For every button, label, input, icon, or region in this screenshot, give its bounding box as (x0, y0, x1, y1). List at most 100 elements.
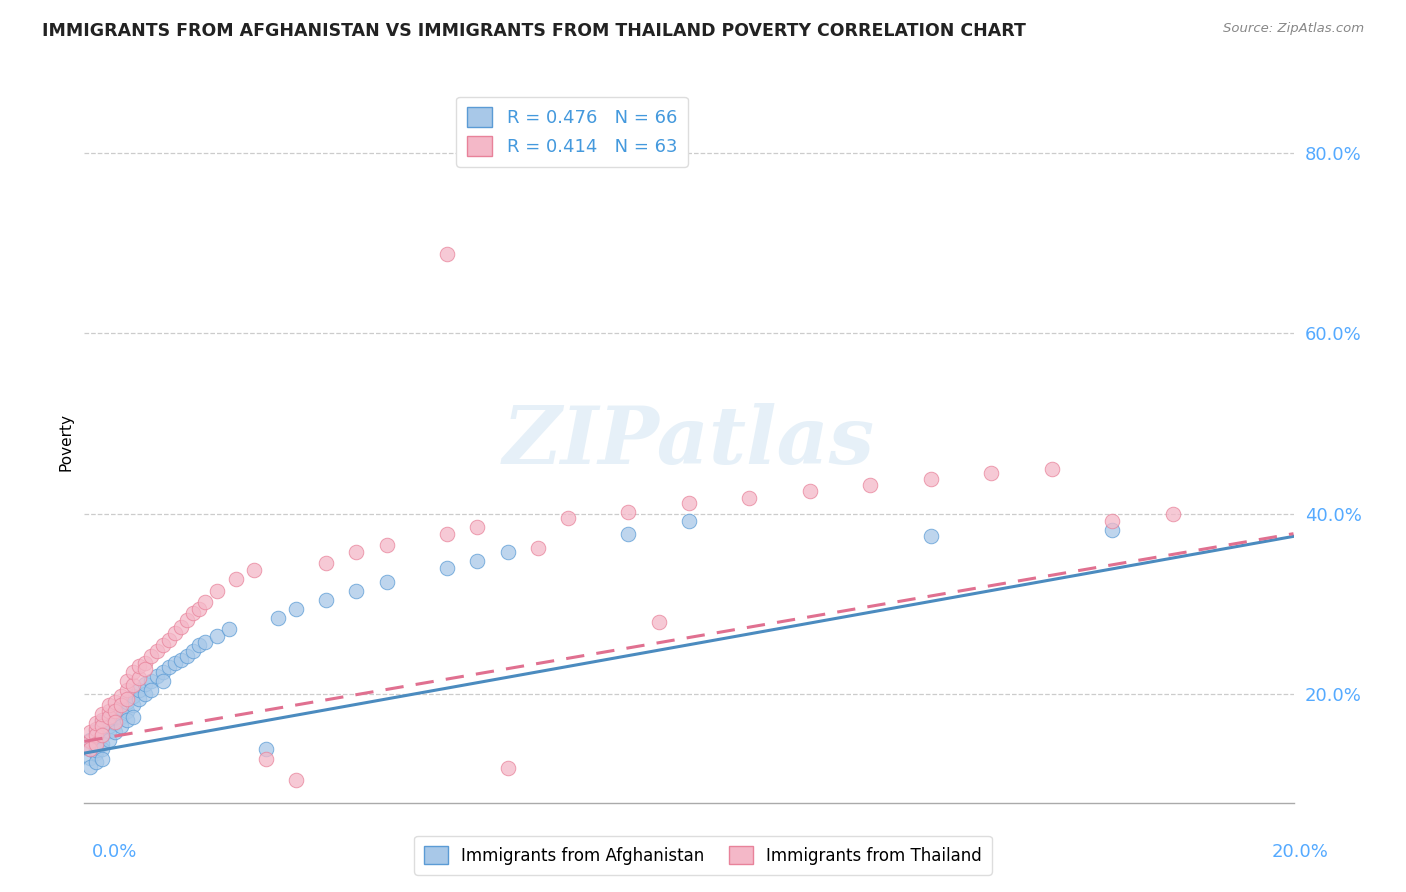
Point (115, 692, 138, 706)
Point (79, 734, 101, 748)
Point (375, 538, 398, 552)
Point (91, 719, 114, 733)
Point (104, 714, 127, 729)
Point (86, 734, 108, 748)
Point (285, 601, 308, 615)
Point (218, 623, 240, 637)
Point (207, 629, 229, 643)
Point (128, 682, 150, 697)
Point (648, 615, 671, 630)
Point (207, 583, 229, 598)
Point (97, 714, 120, 729)
Text: IMMIGRANTS FROM AFGHANISTAN VS IMMIGRANTS FROM THAILAND POVERTY CORRELATION CHAR: IMMIGRANTS FROM AFGHANISTAN VS IMMIGRANT… (42, 22, 1026, 40)
Point (121, 678, 143, 692)
Point (104, 695, 127, 709)
Point (225, 572, 247, 586)
Point (157, 633, 180, 648)
Point (176, 613, 198, 627)
Point (678, 514, 700, 528)
Point (496, 545, 519, 559)
Point (165, 656, 187, 670)
Legend: R = 0.476   N = 66, R = 0.414   N = 63: R = 0.476 N = 66, R = 0.414 N = 63 (456, 96, 688, 167)
Point (91, 714, 114, 729)
Point (121, 710, 143, 724)
Point (91, 752, 114, 766)
Point (980, 466, 1002, 480)
Point (128, 671, 150, 685)
Point (557, 511, 579, 525)
Point (738, 491, 761, 505)
Point (799, 484, 821, 499)
Point (110, 719, 132, 733)
Point (97, 719, 120, 733)
Point (79, 750, 101, 764)
Point (346, 545, 368, 559)
Point (79, 741, 101, 756)
Point (104, 704, 127, 718)
Text: ZIPatlas: ZIPatlas (503, 403, 875, 480)
Point (91, 713, 114, 727)
Point (86, 728, 108, 742)
Point (110, 701, 132, 715)
Point (86, 723, 108, 738)
Point (91, 707, 114, 722)
Point (254, 741, 277, 756)
Point (157, 660, 180, 674)
Point (181, 606, 204, 620)
Point (188, 601, 211, 615)
Point (97, 704, 120, 718)
Point (467, 520, 489, 534)
Point (115, 713, 138, 727)
Point (97, 710, 120, 724)
Point (267, 610, 290, 624)
Point (315, 557, 337, 571)
Point (139, 673, 162, 688)
Point (139, 649, 162, 664)
Point (920, 529, 942, 543)
Point (86, 728, 108, 742)
Point (134, 676, 156, 690)
Point (1101, 514, 1123, 528)
Point (134, 662, 156, 676)
Point (79, 732, 101, 747)
Point (97, 698, 120, 713)
Point (91, 737, 114, 751)
Point (91, 728, 114, 742)
Point (188, 638, 211, 652)
Point (128, 658, 150, 673)
Point (91, 728, 114, 742)
Point (170, 653, 193, 667)
Point (104, 716, 127, 731)
Point (104, 704, 127, 718)
Point (315, 592, 337, 607)
Point (146, 669, 169, 683)
Text: 0.0%: 0.0% (91, 843, 136, 861)
Point (115, 704, 138, 718)
Point (115, 682, 138, 697)
Point (194, 635, 217, 649)
Point (496, 762, 519, 776)
Point (1040, 461, 1063, 475)
Point (436, 246, 458, 260)
Point (134, 687, 156, 701)
Point (79, 725, 101, 739)
Point (97, 723, 120, 738)
Point (176, 649, 198, 664)
Point (115, 695, 138, 709)
Point (254, 752, 277, 766)
Point (242, 563, 264, 577)
Point (79, 741, 101, 756)
Point (170, 620, 193, 634)
Point (121, 698, 143, 713)
Point (152, 673, 174, 688)
Point (1101, 523, 1123, 537)
Point (181, 644, 204, 658)
Text: Source: ZipAtlas.com: Source: ZipAtlas.com (1223, 22, 1364, 36)
Point (134, 656, 156, 670)
Point (97, 710, 120, 724)
Point (79, 760, 101, 774)
Point (128, 692, 150, 706)
Point (139, 682, 162, 697)
Point (110, 710, 132, 724)
Point (86, 746, 108, 760)
